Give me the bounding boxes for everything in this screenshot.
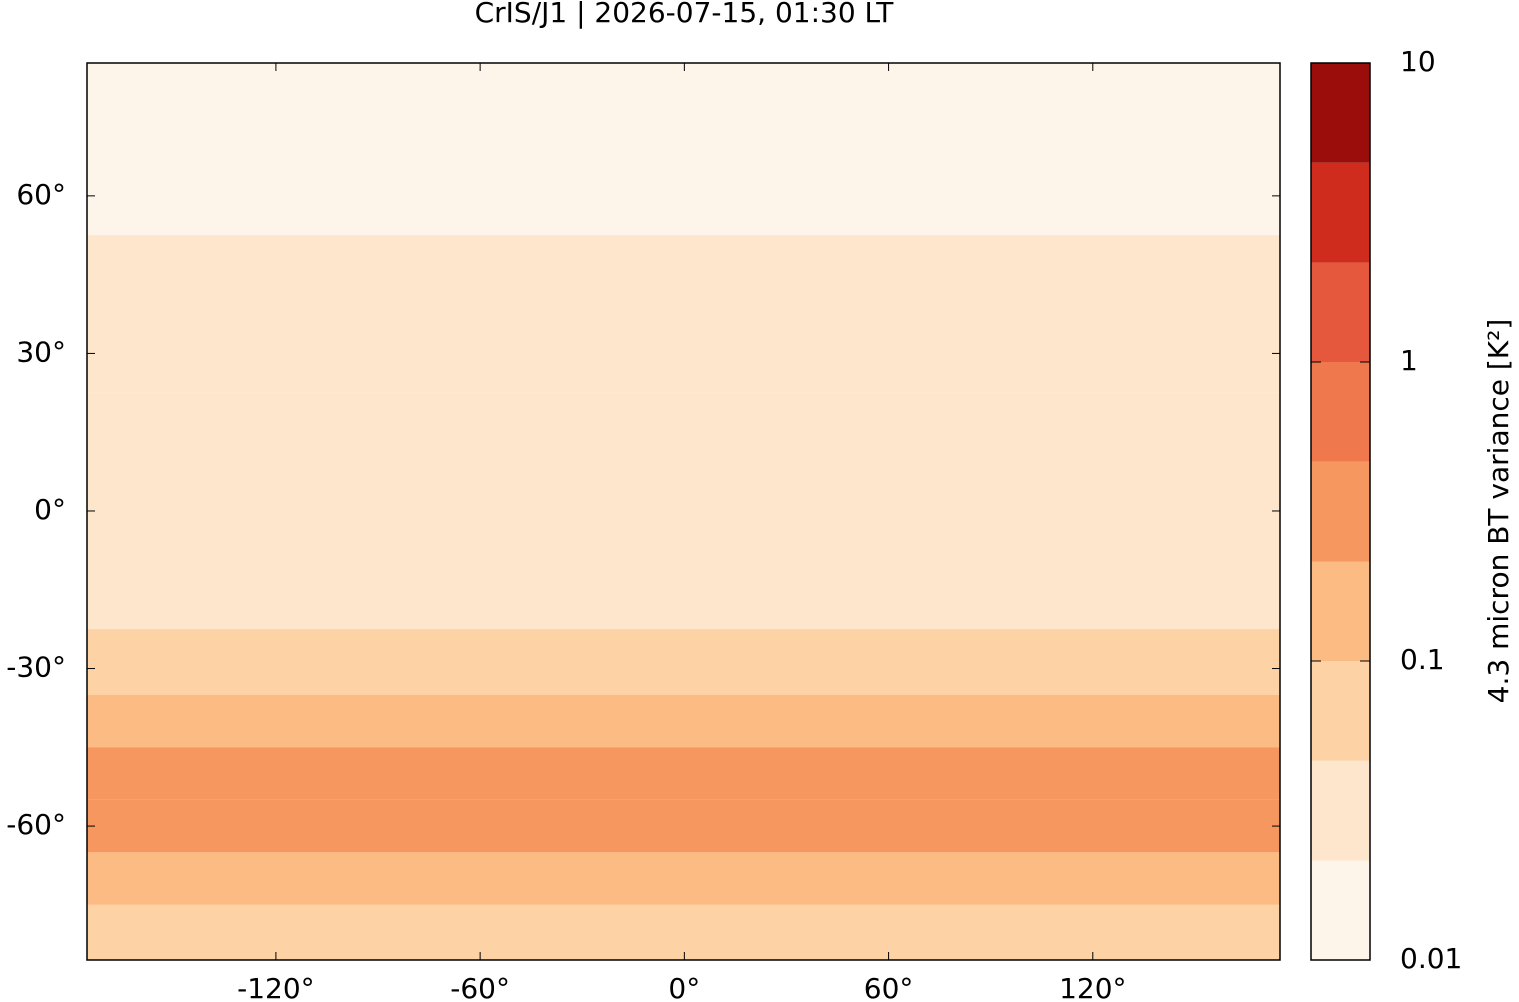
field-band	[87, 550, 1280, 630]
x-tick-label: 60°	[864, 972, 914, 1002]
colorbar-tick-label: 10	[1400, 45, 1436, 78]
field-band	[87, 852, 1280, 905]
colorbar-band	[1311, 760, 1370, 861]
colorbar-label: 4.3 micron BT variance [K²]	[1482, 319, 1515, 704]
x-tick-label: -120°	[237, 972, 315, 1002]
colorbar-band	[1311, 561, 1370, 661]
field-band	[87, 117, 1280, 170]
field-band	[87, 904, 1280, 960]
colorbar-tick-label: 0.1	[1400, 643, 1445, 676]
colorbar-frame	[1310, 62, 1371, 961]
map-frame	[86, 62, 1281, 961]
x-tick-label: 0°	[668, 972, 700, 1002]
colorbar-band	[1311, 461, 1370, 562]
y-tick-label: -30°	[6, 651, 66, 684]
field-band	[87, 629, 1280, 695]
colorbar-tick-label: 0.01	[1400, 942, 1462, 975]
colorbar-band	[1311, 63, 1370, 163]
colorbar-band	[1311, 860, 1370, 960]
colorbar-band	[1311, 362, 1370, 462]
colorbar-band	[1311, 162, 1370, 263]
field-band	[87, 694, 1280, 748]
field-band	[87, 235, 1280, 315]
field-band	[87, 63, 1280, 118]
chart-title: CrIS/J1 | 2026-07-15, 01:30 LT	[475, 0, 895, 29]
y-tick-label: 0°	[34, 493, 66, 526]
field-band	[87, 392, 1280, 472]
field-band	[87, 471, 1280, 551]
y-tick-label: 30°	[16, 335, 66, 368]
colorbar-band	[1311, 661, 1370, 761]
field-band	[87, 314, 1280, 393]
field-band	[87, 799, 1280, 853]
field-band	[87, 747, 1280, 800]
x-tick-label: 120°	[1059, 972, 1126, 1002]
colorbar-tick-label: 1	[1400, 344, 1418, 377]
field-band	[87, 169, 1280, 236]
x-tick-label: -60°	[450, 972, 510, 1002]
colorbar-band	[1311, 262, 1370, 362]
y-tick-label: -60°	[6, 808, 66, 841]
y-tick-label: 60°	[16, 178, 66, 211]
